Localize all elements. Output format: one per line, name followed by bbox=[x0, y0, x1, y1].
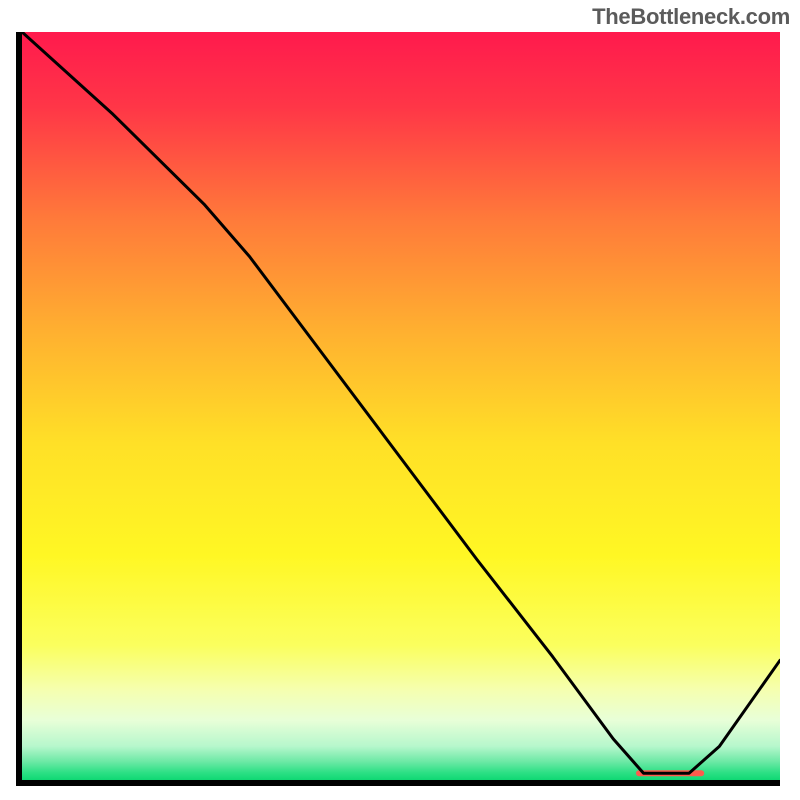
chart-frame: TheBottleneck.com bbox=[0, 0, 800, 800]
y-axis-line bbox=[16, 32, 22, 786]
attribution-text: TheBottleneck.com bbox=[592, 4, 790, 30]
gradient-background bbox=[22, 32, 780, 780]
plot-svg bbox=[22, 32, 780, 780]
x-axis-line bbox=[16, 780, 780, 786]
plot-area bbox=[22, 32, 780, 780]
